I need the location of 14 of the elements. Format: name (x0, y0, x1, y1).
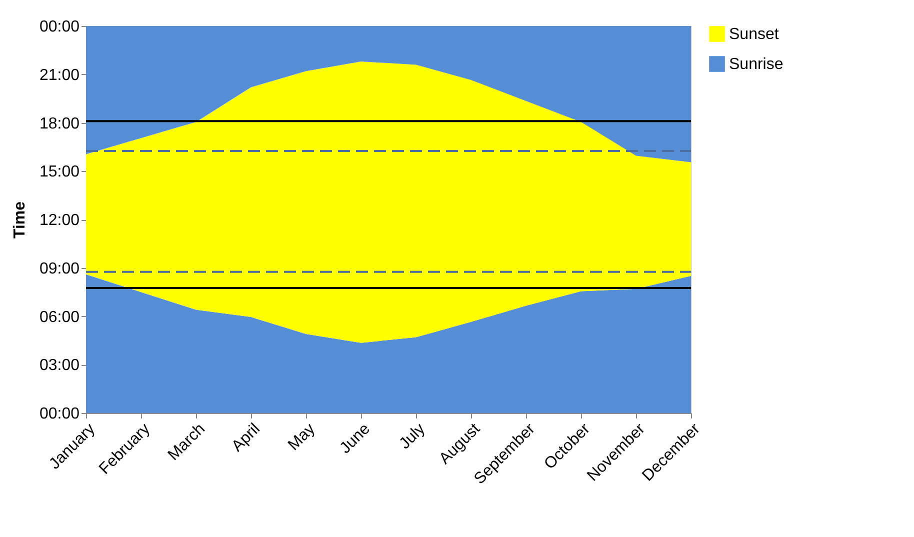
y-tick-label: 00:00 (39, 406, 80, 422)
y-tick-label: 06:00 (39, 308, 80, 326)
y-tick-label: 18:00 (39, 115, 80, 132)
y-tick-label: 03:00 (39, 357, 80, 374)
x-tick-label: May (285, 420, 319, 454)
y-tick-label: 00:00 (39, 18, 80, 36)
y-tick-label: 15:00 (39, 164, 80, 181)
y-tick-label: 09:00 (39, 260, 80, 278)
legend-label: Sunset (729, 26, 780, 43)
y-tick-label: 12:00 (39, 212, 80, 229)
y-tick-label: 21:00 (39, 66, 80, 84)
y-axis-title: Time (11, 201, 28, 239)
x-tick-label: July (396, 420, 429, 453)
legend-label: Sunrise (729, 56, 784, 73)
